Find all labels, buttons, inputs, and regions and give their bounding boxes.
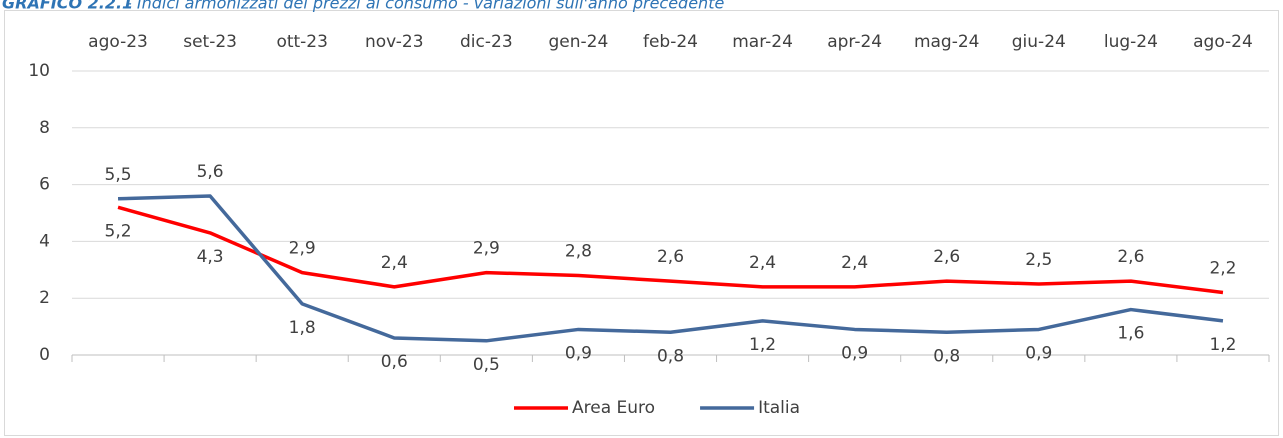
chart-title: - Indici armonizzati dei prezzi al consu… — [126, 0, 724, 13]
x-tick-label: giu-24 — [1012, 32, 1066, 52]
data-label: 1,8 — [289, 318, 316, 338]
data-label: 2,6 — [1117, 247, 1144, 267]
data-label: 1,2 — [749, 335, 776, 355]
data-label: 0,9 — [1025, 343, 1052, 363]
x-tick-label: nov-23 — [365, 32, 424, 52]
data-label: 5,2 — [105, 221, 132, 241]
y-tick-label: 2 — [39, 288, 50, 308]
data-label: 2,4 — [841, 253, 868, 273]
data-label: 1,2 — [1209, 335, 1236, 355]
data-label: 5,6 — [197, 162, 224, 182]
data-label: 0,9 — [841, 343, 868, 363]
data-label: 2,9 — [473, 239, 500, 259]
chart-frame — [4, 10, 1279, 436]
legend-label: Italia — [758, 398, 800, 418]
y-tick-label: 0 — [39, 345, 50, 365]
y-tick-label: 4 — [39, 231, 50, 251]
data-label: 0,6 — [381, 352, 408, 372]
data-label: 2,2 — [1209, 259, 1236, 279]
y-tick-label: 8 — [39, 118, 50, 138]
x-tick-label: set-23 — [183, 32, 237, 52]
x-tick-label: gen-24 — [549, 32, 609, 52]
data-label: 0,5 — [473, 355, 500, 375]
data-label: 2,5 — [1025, 250, 1052, 270]
x-tick-label: apr-24 — [827, 32, 882, 52]
data-label: 2,4 — [381, 253, 408, 273]
y-tick-label: 6 — [39, 175, 50, 195]
data-label: 1,6 — [1117, 324, 1144, 344]
data-label: 2,9 — [289, 239, 316, 259]
x-tick-label: dic-23 — [460, 32, 513, 52]
data-label: 2,6 — [933, 247, 960, 267]
data-label: 0,9 — [565, 343, 592, 363]
data-label: 0,8 — [657, 346, 684, 366]
x-tick-label: mar-24 — [732, 32, 793, 52]
data-label: 2,6 — [657, 247, 684, 267]
x-tick-label: ago-24 — [1193, 32, 1253, 52]
x-tick-label: ott-23 — [276, 32, 328, 52]
chart-title-label: GRAFICO 2.2.1 — [2, 0, 133, 13]
data-label: 4,3 — [197, 247, 224, 267]
data-label: 0,8 — [933, 346, 960, 366]
x-tick-label: lug-24 — [1104, 32, 1158, 52]
y-tick-label: 10 — [28, 61, 50, 81]
legend-label: Area Euro — [572, 398, 655, 418]
x-tick-label: mag-24 — [914, 32, 980, 52]
data-label: 2,8 — [565, 241, 592, 261]
series-line — [117, 205, 1224, 295]
data-label: 2,4 — [749, 253, 776, 273]
data-label: 5,5 — [105, 165, 132, 185]
x-tick-label: ago-23 — [88, 32, 148, 52]
x-tick-label: feb-24 — [643, 32, 698, 52]
series-line — [117, 194, 1224, 343]
